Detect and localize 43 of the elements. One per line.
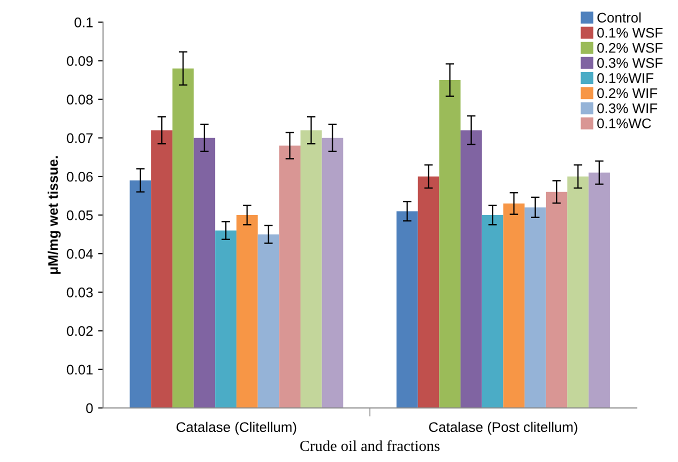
y-tick-label: 0.07 (66, 133, 93, 144)
bar (258, 234, 280, 408)
bar (503, 203, 525, 408)
bar (151, 130, 172, 408)
legend-label: 0.2% WSF (597, 42, 663, 53)
legend-label: Control (597, 12, 641, 23)
bar (439, 80, 461, 408)
y-axis-title: μM/mg wet tissue. (48, 156, 61, 274)
y-tick-label: 0.04 (66, 248, 93, 259)
legend-label: 0.2% WIF (597, 88, 658, 98)
bar (236, 215, 258, 408)
bar (482, 215, 504, 408)
bar (418, 176, 440, 408)
x-tick-label: Catalase (Clitellum) (176, 422, 296, 435)
y-tick-label: 0 (86, 403, 93, 414)
y-tick-label: 0.01 (66, 364, 93, 375)
legend-label: 0.1% WSF (597, 28, 663, 38)
y-tick-label: 0.1 (74, 18, 93, 28)
bar (524, 207, 546, 408)
legend-label: 0.3% WIF (597, 103, 658, 114)
bar (215, 230, 236, 408)
legend-label: 0.1%WC (597, 118, 651, 128)
x-axis-title: Crude oil and fractions (300, 440, 440, 452)
bar (567, 176, 589, 408)
y-tick-label: 0.06 (66, 172, 93, 182)
legend-label: 0.3% WSF (597, 58, 663, 68)
bar (546, 192, 568, 408)
bar (396, 211, 418, 408)
bar (130, 180, 152, 408)
bar (279, 146, 300, 408)
bar (300, 130, 322, 408)
bar (322, 138, 344, 408)
legend-label: 0.1%WIF (597, 73, 654, 83)
y-tick-label: 0.03 (66, 288, 93, 298)
bar (172, 68, 194, 408)
y-tick-label: 0.09 (66, 56, 93, 66)
bar (460, 130, 482, 408)
y-tick-label: 0.02 (66, 326, 93, 336)
bar (194, 138, 216, 408)
x-tick-label: Catalase (Post clitellum) (429, 422, 578, 435)
y-tick-label: 0.05 (66, 210, 93, 220)
bar (588, 172, 610, 408)
y-tick-label: 0.08 (66, 94, 93, 104)
